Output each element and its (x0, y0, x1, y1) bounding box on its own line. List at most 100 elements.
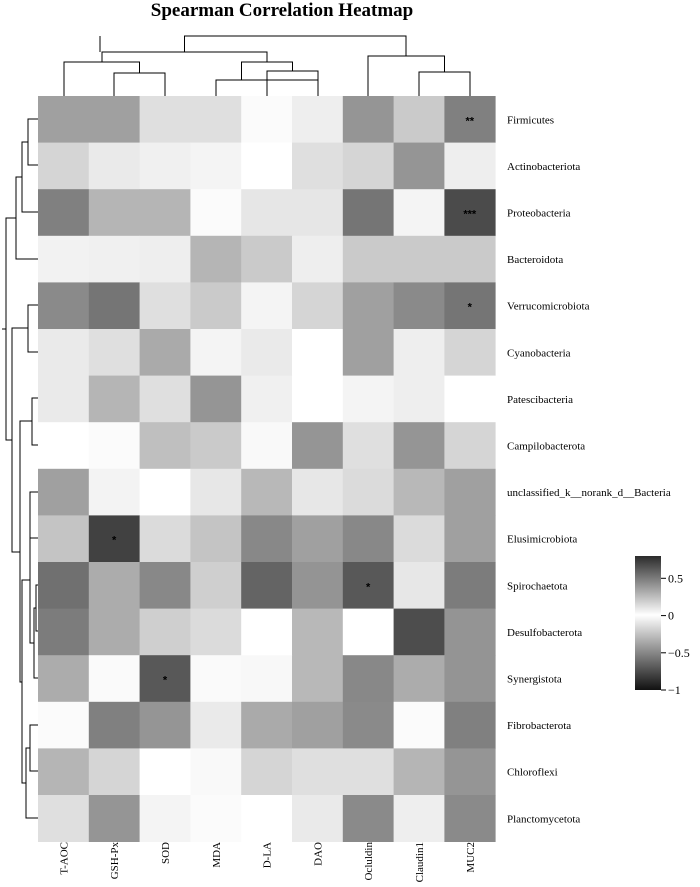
heatmap-cell (190, 375, 242, 423)
dendrogram-branch (15, 176, 38, 260)
heatmap-cell (241, 235, 293, 283)
heatmap-cell (38, 515, 90, 563)
heatmap-cell (88, 701, 140, 749)
significance-mark: * (163, 675, 168, 687)
heatmap-cell (292, 515, 344, 563)
dendrogram-branch (5, 217, 16, 441)
heatmap-cell (292, 375, 344, 423)
heatmap-cell (190, 608, 242, 656)
dendrogram-branch (184, 35, 407, 56)
heatmap-cell (444, 655, 496, 703)
heatmap-cell (38, 329, 90, 376)
heatmap-cell (190, 235, 242, 283)
dendrogram-branch (267, 79, 319, 96)
heatmap-cell (444, 235, 496, 283)
heatmap-cell (393, 655, 445, 703)
heatmap-cell (393, 422, 445, 470)
heatmap-cell (190, 422, 242, 470)
row-label: Bacteroidota (507, 254, 563, 266)
heatmap-cell (88, 142, 140, 190)
column-labels: T-AOC GSH-Px SOD MDA D-LA DAO Ocluldin Claudin1… (58, 842, 476, 883)
heatmap-cell (241, 701, 293, 749)
heatmap-cell (393, 235, 445, 283)
heatmap-cell (139, 142, 191, 190)
heatmap-cell (292, 608, 344, 656)
dendrogram-branch (63, 61, 140, 96)
heatmap-cell (88, 96, 140, 143)
heatmap-cell (241, 515, 293, 563)
heatmap-cell (190, 282, 242, 330)
dendrogram-branch (367, 55, 445, 96)
heatmap-cell (139, 329, 191, 376)
heatmap-cell (444, 562, 496, 609)
dendrogram-branch (215, 79, 268, 96)
heatmap-cell (139, 282, 191, 330)
heatmap-cell (342, 562, 394, 609)
heatmap-cell (38, 235, 90, 283)
heatmap-cell (139, 748, 191, 796)
heatmap-cell (190, 329, 242, 376)
heatmap-cell (342, 655, 394, 703)
heatmap-cell (292, 282, 344, 330)
heatmap-cell (139, 375, 191, 423)
column-label: GSH-Px (109, 842, 121, 880)
dendrogram-branch (418, 71, 471, 96)
row-labels: Firmicutes Actinobacteriota Proteobacteria… (507, 114, 671, 825)
heatmap-cell (342, 142, 394, 190)
heatmap-cell (190, 96, 242, 143)
heatmap-cell (444, 422, 496, 470)
heatmap-cell (241, 282, 293, 330)
heatmap-cell (139, 515, 191, 563)
heatmap-cell (342, 96, 394, 143)
heatmap-cell (38, 608, 90, 656)
heatmap-cell (88, 422, 140, 470)
column-label: MDA (211, 842, 223, 868)
heatmap-cell (190, 189, 242, 237)
heatmap-cell (139, 608, 191, 656)
row-label: Elusimicrobiota (507, 534, 577, 546)
heatmap-cell (241, 795, 293, 842)
chart-title: Spearman Correlation Heatmap (151, 0, 413, 21)
row-label: Desulfobacterota (507, 627, 582, 639)
column-label: Ocluldin (363, 842, 375, 881)
significance-mark: ** (466, 115, 475, 127)
row-dendrogram (2, 118, 38, 819)
heatmap-cell (241, 655, 293, 703)
row-label: Verrucomicrobiota (507, 301, 590, 313)
row-label: Cyanobacteria (507, 347, 571, 359)
heatmap-cell (342, 189, 394, 237)
heatmap-cell (139, 701, 191, 749)
heatmap-cell (190, 562, 242, 609)
significance-mark: * (468, 302, 473, 314)
heatmap-cell (38, 189, 90, 237)
heatmap-cell (393, 748, 445, 796)
row-label: Chloroflexi (507, 767, 558, 779)
heatmap-cell (38, 795, 90, 842)
heatmap-cell (444, 515, 496, 563)
heatmap-cell (393, 329, 445, 376)
heatmap-cell (342, 282, 394, 330)
row-label: unclassified_k__norank_d__Bacteria (507, 487, 671, 499)
heatmap-cell (88, 562, 140, 609)
heatmap-cell (38, 422, 90, 470)
heatmap-cell (38, 655, 90, 703)
heatmap-cell (38, 468, 90, 516)
significance-mark: * (366, 581, 371, 593)
heatmap-cell (190, 701, 242, 749)
heatmap-cell (88, 608, 140, 656)
heatmap-cell (292, 235, 344, 283)
heatmap-cell (38, 142, 90, 190)
heatmap-cell (190, 655, 242, 703)
heatmap-cell (241, 189, 293, 237)
heatmap-cell (393, 608, 445, 656)
heatmap-cell (88, 189, 140, 237)
column-label: SOD (160, 842, 172, 864)
heatmap-cell (292, 655, 344, 703)
dendrogram-branch (27, 304, 38, 353)
column-label: D-LA (262, 842, 274, 868)
heatmap-cell (38, 282, 90, 330)
colorbar-tick-label: −0.5 (668, 646, 690, 660)
heatmap-cell (342, 235, 394, 283)
heatmap-cell (342, 375, 394, 423)
heatmap-cell (292, 96, 344, 143)
